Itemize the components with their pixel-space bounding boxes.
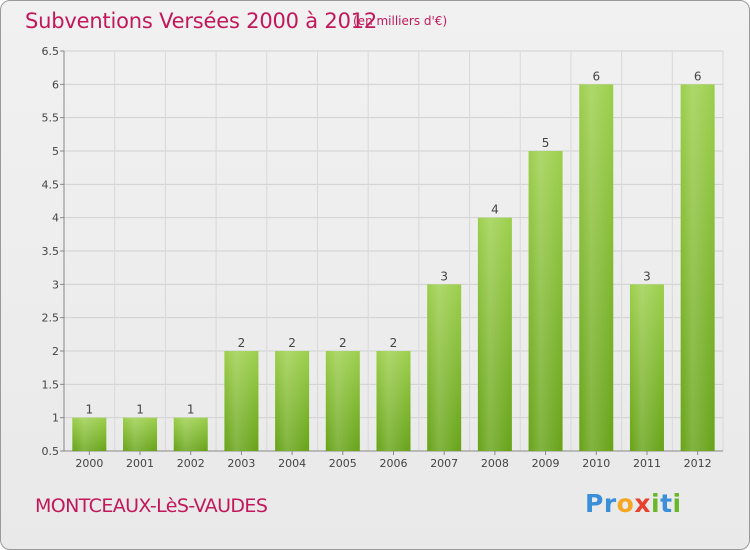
- bar-highlight: [680, 84, 715, 451]
- bar-highlight: [579, 84, 614, 451]
- y-tick-label: 1.5: [42, 378, 60, 391]
- bar-highlight: [629, 284, 664, 451]
- bar-highlight: [427, 284, 462, 451]
- data-label: 2: [339, 336, 347, 350]
- y-tick-label: 0.5: [42, 445, 60, 458]
- y-tick-label: 2: [52, 345, 59, 358]
- data-label: 5: [542, 136, 550, 150]
- bar-highlight: [275, 351, 310, 451]
- x-tick-label: 2009: [532, 457, 560, 470]
- x-tick-label: 2006: [380, 457, 408, 470]
- y-tick-label: 6.5: [42, 45, 60, 58]
- data-label: 3: [440, 269, 448, 283]
- x-tick-label: 2003: [227, 457, 255, 470]
- data-label: 2: [238, 336, 246, 350]
- x-tick-label: 2000: [75, 457, 103, 470]
- bar-highlight: [376, 351, 411, 451]
- data-label: 2: [288, 336, 296, 350]
- y-tick-label: 3.5: [42, 245, 60, 258]
- y-tick-label: 4.5: [42, 178, 60, 191]
- bar-highlight: [528, 151, 563, 451]
- data-label: 2: [390, 336, 398, 350]
- x-tick-label: 2012: [684, 457, 712, 470]
- data-label: 1: [136, 403, 144, 417]
- bar-highlight: [325, 351, 360, 451]
- chart-title: Subventions Versées 2000 à 2012: [25, 9, 378, 33]
- data-label: 1: [187, 403, 195, 417]
- x-tick-label: 2004: [278, 457, 306, 470]
- label-layer: 1 1 1 2 2 2 2 3 4 5 6 3 6: [86, 69, 702, 416]
- bar-highlight: [72, 417, 107, 451]
- y-tick-label: 5.5: [42, 112, 60, 125]
- y-tick-label: 5: [52, 145, 59, 158]
- data-label: 6: [694, 69, 702, 83]
- bar-highlight: [224, 351, 259, 451]
- x-tick-label: 2001: [126, 457, 154, 470]
- x-tick-label: 2011: [633, 457, 661, 470]
- bar-highlight: [123, 417, 158, 451]
- data-label: 3: [643, 269, 651, 283]
- y-tick-label: 2.5: [42, 312, 60, 325]
- x-tick-label: 2002: [177, 457, 205, 470]
- data-label: 6: [592, 69, 600, 83]
- y-tick-label: 3: [52, 278, 59, 291]
- y-tick-label: 4: [52, 212, 59, 225]
- y-tick-label: 6: [52, 78, 59, 91]
- proxiti-logo: Proxiti: [585, 489, 682, 518]
- bar-layer: [72, 84, 715, 451]
- chart-subtitle: (en milliers d'€): [353, 14, 448, 28]
- bar-highlight: [477, 217, 512, 451]
- x-tick-label: 2007: [430, 457, 458, 470]
- location-name: MONTCEAUX-LèS-VAUDES: [35, 495, 268, 517]
- data-label: 1: [86, 403, 94, 417]
- bar-highlight: [173, 417, 208, 451]
- x-tick-label: 2005: [329, 457, 357, 470]
- data-label: 4: [491, 203, 499, 217]
- x-tick-label: 2010: [582, 457, 610, 470]
- x-tick-label: 2008: [481, 457, 509, 470]
- y-tick-label: 1: [52, 412, 59, 425]
